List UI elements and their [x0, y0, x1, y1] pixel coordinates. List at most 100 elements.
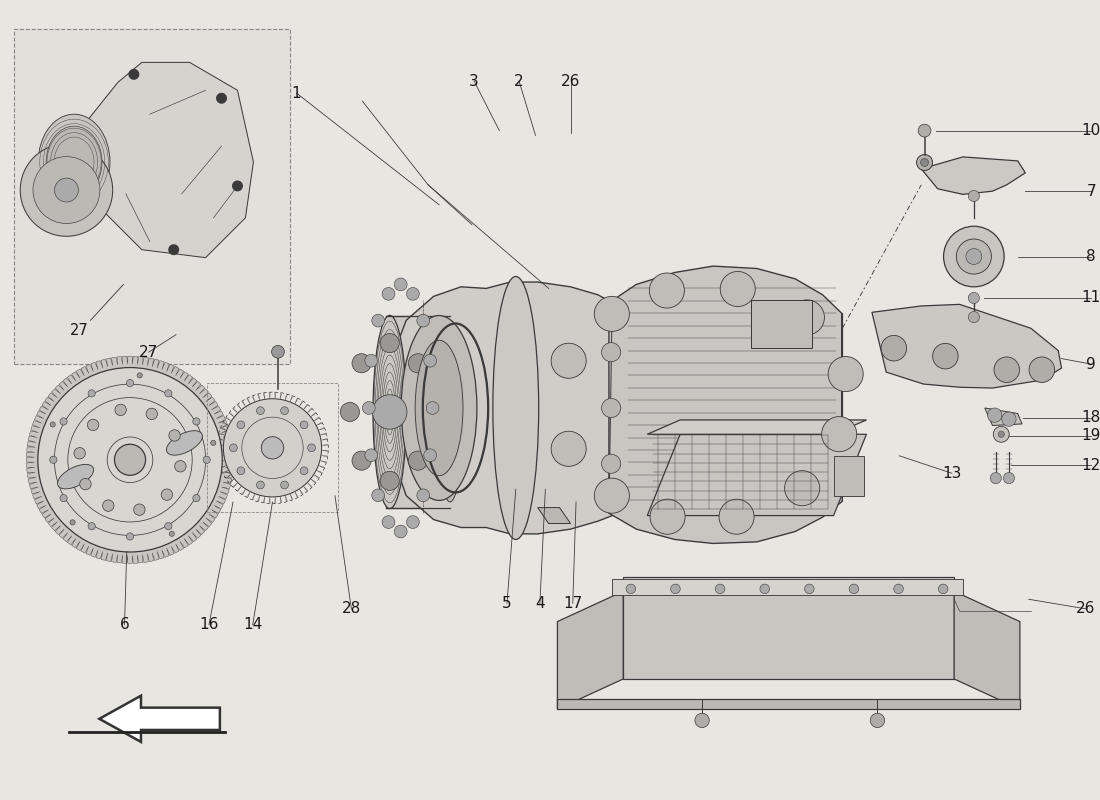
Polygon shape: [609, 266, 843, 543]
Polygon shape: [235, 486, 241, 491]
Circle shape: [671, 584, 680, 594]
Text: 5: 5: [503, 596, 512, 610]
Circle shape: [165, 390, 172, 397]
Circle shape: [88, 522, 96, 530]
Circle shape: [417, 489, 430, 502]
Circle shape: [382, 287, 395, 300]
Circle shape: [146, 408, 157, 419]
Polygon shape: [311, 479, 316, 485]
Polygon shape: [751, 300, 812, 348]
Circle shape: [968, 293, 979, 303]
Polygon shape: [217, 454, 223, 457]
Polygon shape: [236, 402, 241, 410]
Circle shape: [602, 454, 620, 474]
Circle shape: [921, 158, 928, 166]
Circle shape: [1003, 473, 1014, 484]
Circle shape: [828, 357, 864, 391]
Polygon shape: [322, 450, 328, 454]
Polygon shape: [275, 392, 278, 398]
Circle shape: [382, 516, 395, 529]
Polygon shape: [317, 422, 323, 426]
Text: 8: 8: [1087, 249, 1096, 264]
Circle shape: [968, 311, 979, 322]
Polygon shape: [558, 699, 1020, 710]
Circle shape: [217, 94, 227, 103]
Circle shape: [990, 473, 1001, 484]
Circle shape: [790, 300, 824, 335]
Text: 10: 10: [1081, 123, 1100, 138]
Circle shape: [300, 467, 308, 474]
Polygon shape: [217, 442, 223, 446]
Circle shape: [394, 278, 407, 291]
Circle shape: [51, 422, 55, 427]
Circle shape: [134, 504, 145, 515]
Circle shape: [256, 481, 264, 489]
Polygon shape: [295, 398, 300, 404]
Circle shape: [74, 447, 86, 459]
Circle shape: [280, 406, 288, 414]
Circle shape: [649, 273, 684, 308]
Text: 12: 12: [1081, 458, 1100, 473]
Circle shape: [373, 394, 407, 429]
Circle shape: [272, 346, 284, 358]
Circle shape: [308, 444, 316, 452]
Circle shape: [280, 481, 288, 489]
Circle shape: [352, 451, 371, 470]
Circle shape: [594, 296, 629, 331]
Polygon shape: [304, 404, 310, 410]
Polygon shape: [242, 399, 245, 406]
Circle shape: [365, 449, 377, 462]
Circle shape: [230, 444, 238, 452]
Circle shape: [1002, 412, 1016, 426]
Polygon shape: [624, 577, 954, 591]
Circle shape: [169, 430, 180, 441]
Circle shape: [894, 584, 903, 594]
Polygon shape: [218, 459, 224, 463]
Circle shape: [20, 144, 112, 236]
Circle shape: [169, 245, 178, 254]
Circle shape: [408, 354, 428, 373]
Circle shape: [33, 157, 100, 223]
Polygon shape: [284, 495, 287, 502]
Circle shape: [165, 522, 172, 530]
Circle shape: [372, 489, 385, 502]
Circle shape: [80, 478, 91, 490]
Polygon shape: [86, 62, 253, 258]
Circle shape: [114, 444, 145, 475]
Circle shape: [192, 418, 200, 425]
Circle shape: [340, 402, 360, 422]
Circle shape: [602, 398, 620, 418]
Polygon shape: [314, 417, 321, 421]
Polygon shape: [647, 420, 867, 434]
Circle shape: [420, 402, 439, 422]
Polygon shape: [250, 494, 255, 500]
Circle shape: [417, 314, 430, 327]
Polygon shape: [322, 444, 328, 448]
Polygon shape: [244, 492, 250, 498]
Circle shape: [956, 239, 991, 274]
Polygon shape: [232, 406, 238, 413]
Polygon shape: [229, 410, 234, 417]
Circle shape: [944, 226, 1004, 287]
Polygon shape: [278, 497, 282, 503]
Ellipse shape: [402, 315, 477, 501]
Polygon shape: [273, 497, 276, 504]
Polygon shape: [285, 394, 289, 400]
Polygon shape: [624, 591, 954, 679]
Polygon shape: [311, 412, 318, 417]
Polygon shape: [314, 474, 320, 481]
Circle shape: [256, 406, 264, 414]
Circle shape: [381, 471, 399, 490]
Circle shape: [994, 357, 1020, 382]
Circle shape: [933, 343, 958, 369]
Circle shape: [169, 531, 175, 536]
Circle shape: [60, 494, 67, 502]
Ellipse shape: [415, 340, 463, 476]
Bar: [386, 316, 450, 507]
Polygon shape: [231, 482, 238, 488]
Polygon shape: [221, 470, 229, 474]
Polygon shape: [320, 433, 327, 436]
Polygon shape: [320, 461, 327, 465]
Polygon shape: [304, 486, 308, 493]
Circle shape: [138, 373, 142, 378]
